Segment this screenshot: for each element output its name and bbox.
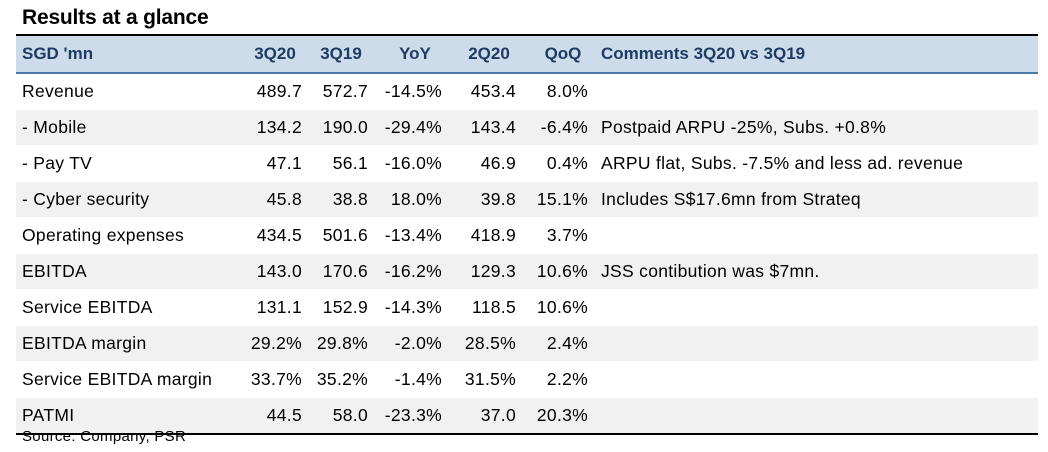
source-note: Source: Company, PSR [22,428,187,445]
cell-qoq: 10.6% [536,261,588,281]
cell-qoq: 15.1% [536,189,588,209]
row-label: Service EBITDA [22,297,153,317]
cell-2q20: 418.9 [470,225,516,245]
cell-qoq: 8.0% [546,81,588,101]
row-label: - Cyber security [22,189,150,209]
cell-2q20: 453.4 [470,81,516,101]
header-3q19: 3Q19 [320,44,362,63]
cell-3q19: 29.8% [316,333,368,353]
row-label: Service EBITDA margin [22,369,213,389]
cell-3q19: 190.0 [322,117,368,137]
header-yoy: YoY [399,44,431,63]
cell-yoy: -1.4% [394,369,442,389]
cell-3q20: 134.2 [256,117,302,137]
cell-yoy: -2.0% [394,333,442,353]
cell-2q20: 28.5% [464,333,516,353]
header-3q20: 3Q20 [254,44,296,63]
table-row: Revenue 489.7 572.7 -14.5% 453.4 8.0% [16,74,1038,110]
table-row: - Mobile 134.2 190.0 -29.4% 143.4 -6.4% Postpa… [16,110,1038,146]
table-row: - Cyber security 45.8 38.8 18.0% 39.8 15.1% In… [16,182,1038,218]
table-row: PATMI 44.5 58.0 -23.3% 37.0 20.3% [16,398,1038,435]
cell-2q20: 143.4 [470,117,516,137]
cell-3q20: 45.8 [266,189,302,209]
cell-comments: Includes S$17.6mn from Strateq [601,189,861,209]
cell-yoy: -14.5% [384,81,442,101]
cell-3q20: 489.7 [256,81,302,101]
table-title: Results at a glance [22,6,209,29]
cell-yoy: -16.2% [384,261,442,281]
row-label: Revenue [22,81,95,101]
cell-2q20: 118.5 [472,297,516,317]
cell-qoq: 2.4% [546,333,588,353]
cell-3q20: 143.0 [256,261,302,281]
table-header-row: SGD 'mn 3Q20 3Q19 YoY 2Q20 QoQ Comments … [16,36,1038,74]
cell-2q20: 46.9 [480,153,516,173]
cell-3q19: 38.8 [332,189,368,209]
table-row: Service EBITDA margin 33.7% 35.2% -1.4% 31.5… [16,362,1038,398]
cell-yoy: -16.0% [384,153,442,173]
row-label: - Pay TV [22,153,93,173]
row-label: EBITDA [22,261,88,281]
cell-3q20: 29.2% [250,333,302,353]
cell-3q20: 434.5 [256,225,302,245]
cell-3q19: 35.2% [316,369,368,389]
table-row: Service EBITDA 131.1 152.9 -14.3% 118.5 10.6% [16,290,1038,326]
title-divider [16,34,1038,36]
table-row: EBITDA 143.0 170.6 -16.2% 129.3 10.6% JSS cont… [16,254,1038,290]
cell-yoy: -29.4% [384,117,442,137]
cell-yoy: -13.4% [384,225,442,245]
cell-3q19: 58.0 [332,405,368,425]
cell-qoq: 10.6% [536,297,588,317]
cell-3q20: 47.1 [266,153,302,173]
cell-3q19: 152.9 [322,297,368,317]
cell-yoy: 18.0% [390,189,442,209]
cell-comments: JSS contibution was $7mn. [601,261,820,281]
table-row: - Pay TV 47.1 56.1 -16.0% 46.9 0.4% ARPU flat,… [16,146,1038,182]
cell-qoq: -6.4% [540,117,588,137]
row-label: - Mobile [22,117,87,137]
cell-yoy: -14.3% [384,297,442,317]
header-qoq: QoQ [544,44,582,63]
header-2q20: 2Q20 [468,44,510,63]
header-label: SGD 'mn [22,44,94,63]
results-table: SGD 'mn 3Q20 3Q19 YoY 2Q20 QoQ Comments … [16,36,1038,435]
cell-3q20: 33.7% [250,369,302,389]
table-row: EBITDA margin 29.2% 29.8% -2.0% 28.5% 2.4% [16,326,1038,362]
row-label: PATMI [22,405,75,425]
cell-3q20: 44.5 [266,405,302,425]
cell-comments: Postpaid ARPU -25%, Subs. +0.8% [601,117,887,137]
cell-2q20: 129.3 [470,261,516,281]
cell-2q20: 31.5% [464,369,516,389]
cell-comments: ARPU flat, Subs. -7.5% and less ad. reve… [601,153,964,173]
cell-qoq: 2.2% [546,369,588,389]
cell-yoy: -23.3% [384,405,442,425]
cell-3q19: 170.6 [322,261,368,281]
cell-3q19: 501.6 [322,225,368,245]
cell-2q20: 39.8 [480,189,516,209]
row-label: Operating expenses [22,225,185,245]
cell-qoq: 3.7% [546,225,588,245]
cell-2q20: 37.0 [480,405,516,425]
table-row: Operating expenses 434.5 501.6 -13.4% 418.9 3… [16,218,1038,254]
cell-3q20: 131.1 [256,297,302,317]
cell-3q19: 572.7 [322,81,368,101]
cell-qoq: 0.4% [546,153,588,173]
row-label: EBITDA margin [22,333,147,353]
cell-3q19: 56.1 [332,153,368,173]
header-comments: Comments 3Q20 vs 3Q19 [601,44,806,63]
cell-qoq: 20.3% [536,405,588,425]
